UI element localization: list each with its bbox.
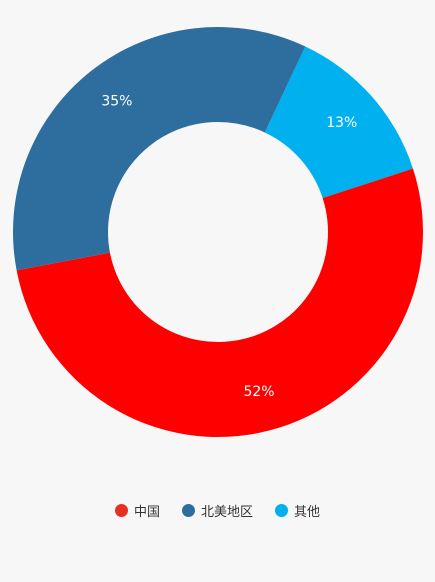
slice-label-北美地区: 35% bbox=[101, 94, 132, 110]
legend-label: 北美地区 bbox=[201, 501, 253, 520]
legend-swatch-icon bbox=[115, 504, 128, 517]
slice-label-中国: 52% bbox=[243, 384, 274, 400]
legend-label: 其他 bbox=[294, 501, 320, 520]
legend-item-北美地区[interactable]: 北美地区 bbox=[182, 501, 253, 520]
legend-swatch-icon bbox=[182, 504, 195, 517]
legend: 中国 北美地区 其他 bbox=[0, 498, 435, 522]
legend-item-其他[interactable]: 其他 bbox=[275, 501, 320, 520]
legend-label: 中国 bbox=[134, 501, 160, 520]
legend-swatch-icon bbox=[275, 504, 288, 517]
slice-北美地区[interactable] bbox=[13, 27, 305, 270]
donut-chart: 13% 52% 35% bbox=[0, 0, 435, 480]
slice-label-其他: 13% bbox=[326, 115, 357, 131]
legend-item-中国[interactable]: 中国 bbox=[115, 501, 160, 520]
slices-layer bbox=[13, 27, 423, 437]
